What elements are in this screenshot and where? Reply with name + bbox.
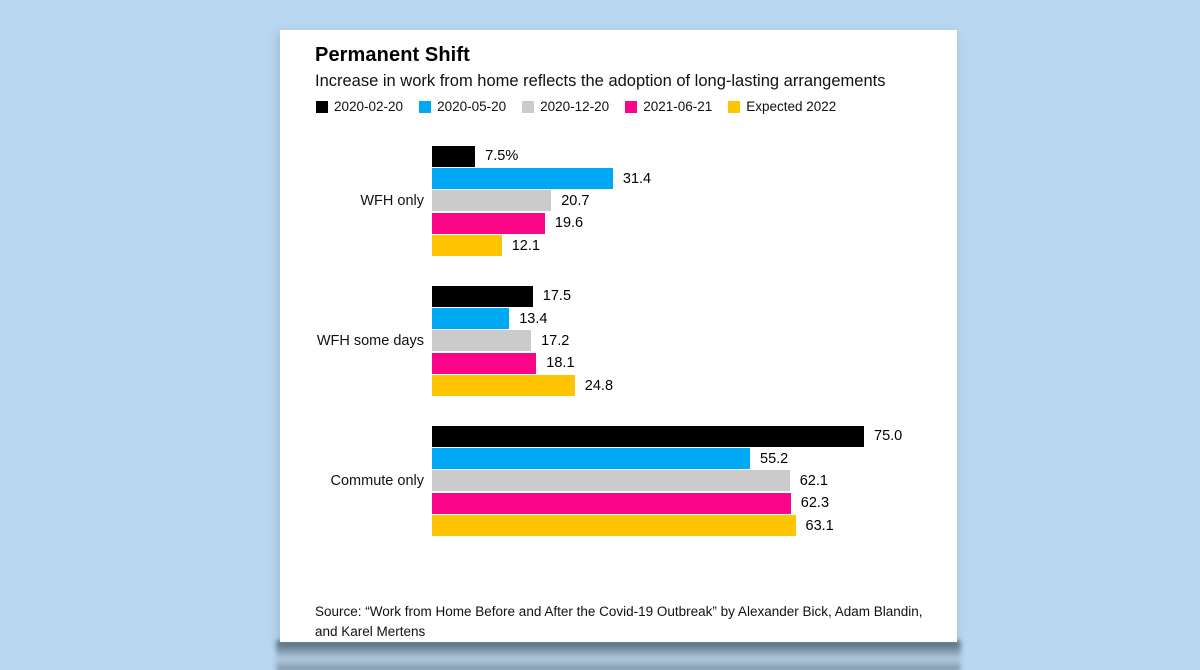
bar-Expected 2022: [432, 375, 575, 397]
bars-container: 75.0 55.2 62.1 62.3 63.1: [432, 425, 902, 537]
bar-2020-02-20: [432, 425, 864, 447]
bar-value-label: 55.2: [760, 450, 789, 467]
source-note: Source: “Work from Home Before and After…: [315, 604, 923, 639]
bar-value-label: 31.4: [622, 170, 652, 187]
bar-value-label: 7.5%: [485, 148, 519, 165]
bar-row: 75.0: [432, 425, 902, 447]
bar-group: WFH some days 17.5 13.4 17.2 18.1 24.8: [280, 285, 957, 397]
legend-item: 2021-06-21: [625, 99, 712, 114]
bar-row: 63.1: [432, 515, 902, 537]
legend-swatch: [728, 100, 741, 113]
legend-item: 2020-05-20: [419, 99, 506, 114]
bar-row: 31.4: [432, 167, 652, 190]
bar-row: 62.3: [432, 492, 902, 514]
bar-2020-12-20: [432, 330, 532, 352]
legend-swatch: [419, 100, 432, 113]
chart-card: Permanent Shift Increase in work from ho…: [280, 30, 957, 642]
bar-row: 17.2: [432, 330, 613, 352]
bar-value-label: 62.1: [799, 472, 828, 489]
bar-row: 13.4: [432, 307, 613, 330]
bar-2021-06-21: [432, 212, 545, 234]
bars-container: 17.5 13.4 17.2 18.1 24.8: [432, 285, 613, 397]
bar-value-label: 12.1: [511, 237, 540, 254]
bar-value-label: 18.1: [546, 355, 575, 372]
bar-2021-06-21: [432, 492, 791, 514]
bar-row: 7.5%: [432, 145, 651, 167]
bar-Expected 2022: [432, 515, 796, 537]
bar-row: 24.8: [432, 375, 613, 397]
bar-2020-05-20: [432, 448, 750, 470]
bar-group: Commute only 75.0 55.2 62.1 62.3 63.1: [280, 425, 957, 537]
bar-2020-12-20: [432, 470, 790, 492]
legend-item: 2020-12-20: [522, 99, 609, 114]
bar-value-label: 24.8: [584, 377, 614, 394]
bar-2020-12-20: [432, 190, 552, 212]
bar-Expected 2022: [432, 235, 502, 257]
bar-2020-02-20: [432, 285, 533, 307]
bar-value-label: 63.1: [805, 517, 834, 534]
legend-swatch: [625, 100, 638, 113]
chart-title: Permanent Shift: [315, 44, 470, 66]
bar-value-label: 17.5: [542, 288, 572, 305]
card-shadow: [276, 640, 961, 670]
bar-row: 19.6: [432, 212, 651, 234]
bar-value-label: 19.6: [554, 215, 584, 232]
bar-row: 62.1: [432, 470, 902, 492]
chart-subtitle: Increase in work from home reflects the …: [315, 72, 886, 90]
chart-legend: 2020-02-20 2020-05-20 2020-12-20 2021-06-21…: [316, 99, 836, 114]
category-label: WFH some days: [316, 333, 424, 349]
legend-label: 2020-02-20: [334, 99, 404, 114]
bar-row: 18.1: [432, 352, 613, 374]
bar-value-label: 17.2: [541, 332, 570, 349]
category-label: WFH only: [360, 193, 424, 209]
bars-container: 7.5% 31.4 20.7 19.6 12.1: [432, 145, 651, 257]
legend-label: 2020-12-20: [540, 99, 610, 114]
bar-2020-02-20: [432, 145, 476, 167]
bar-row: 20.7: [432, 190, 651, 212]
bar-row: 12.1: [432, 235, 651, 257]
legend-item: 2020-02-20: [316, 99, 403, 114]
bar-value-label: 62.3: [800, 495, 830, 512]
bar-value-label: 20.7: [561, 192, 590, 209]
legend-label: 2021-06-21: [643, 99, 713, 114]
bar-value-label: 75.0: [874, 428, 903, 445]
legend-label: 2020-05-20: [437, 99, 507, 114]
chart-plot: WFH only 7.5% 31.4 20.7 19.6 12.1 WFH some day…: [280, 30, 957, 642]
legend-item: Expected 2022: [728, 99, 836, 114]
legend-swatch: [316, 100, 328, 113]
bar-value-label: 13.4: [519, 310, 548, 327]
bar-row: 17.5: [432, 285, 613, 307]
category-label: Commute only: [330, 473, 424, 489]
bar-row: 55.2: [432, 447, 902, 470]
bar-group: WFH only 7.5% 31.4 20.7 19.6 12.1: [280, 145, 957, 257]
legend-swatch: [522, 100, 535, 113]
bar-2020-05-20: [432, 308, 510, 330]
bar-2020-05-20: [432, 168, 613, 190]
legend-label: Expected 2022: [746, 99, 837, 114]
bar-2021-06-21: [432, 352, 537, 374]
